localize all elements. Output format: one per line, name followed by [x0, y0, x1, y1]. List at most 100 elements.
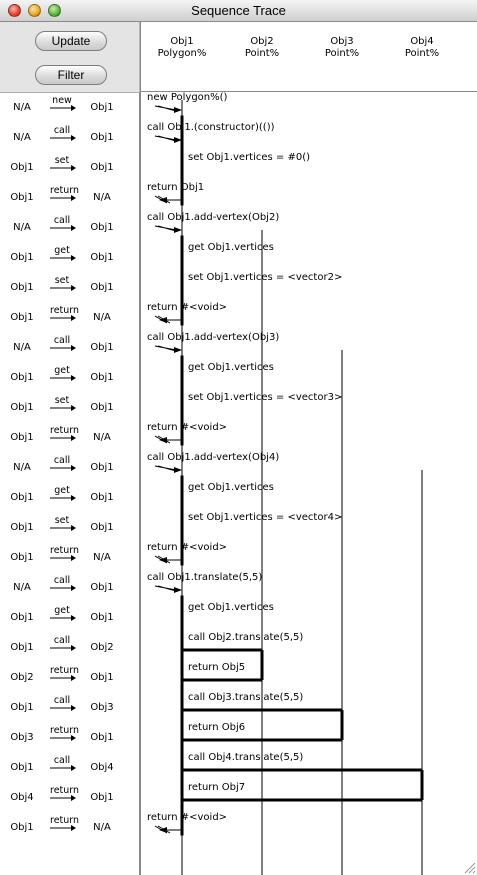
right-arrow-icon	[50, 615, 76, 621]
event-row[interactable]: Obj1 set Obj1	[0, 273, 138, 303]
event-action: call	[53, 335, 71, 346]
event-action: return	[50, 725, 80, 736]
object-column-obj4: Obj4 Point%	[387, 36, 457, 60]
right-arrow-icon	[50, 795, 76, 801]
object-type: Point%	[324, 48, 360, 59]
event-row[interactable]: Obj1 get Obj1	[0, 243, 138, 273]
message-label: return Obj1	[147, 182, 204, 193]
update-button[interactable]: Update	[35, 31, 107, 51]
event-list[interactable]: N/A new Obj1 N/A call Obj1 Obj1 set Obj1 Obj1 retu…	[0, 92, 140, 875]
event-row[interactable]: Obj1 get Obj1	[0, 483, 138, 513]
message-label: call Obj3.translate(5,5)	[188, 692, 303, 703]
message-label: return #<void>	[147, 302, 227, 313]
object-name: Obj1	[170, 36, 194, 47]
event-row[interactable]: Obj1 call Obj2	[0, 633, 138, 663]
object-type: Point%	[404, 48, 440, 59]
event-action: call	[53, 215, 71, 226]
event-row[interactable]: Obj1 set Obj1	[0, 393, 138, 423]
event-row[interactable]: Obj3 return Obj1	[0, 723, 138, 753]
event-to: Obj1	[90, 252, 114, 263]
right-arrow-icon	[50, 195, 76, 201]
event-to: Obj1	[90, 282, 114, 293]
event-from: Obj1	[10, 372, 34, 383]
close-button[interactable]	[8, 4, 21, 17]
sequence-diagram[interactable]: new Polygon%() call Obj1.(constructor)(()…	[140, 92, 477, 875]
right-arrow-icon	[50, 165, 76, 171]
event-to: Obj2	[90, 642, 114, 653]
arrow-head-icon	[174, 587, 182, 593]
event-to: Obj1	[90, 102, 114, 113]
event-row[interactable]: Obj1 call Obj3	[0, 693, 138, 723]
event-row[interactable]: Obj1 get Obj1	[0, 363, 138, 393]
event-row[interactable]: Obj4 return Obj1	[0, 783, 138, 813]
message-label: get Obj1.vertices	[188, 242, 274, 253]
title-bar[interactable]: Sequence Trace	[0, 0, 477, 22]
right-arrow-icon	[50, 825, 76, 831]
right-arrow-icon	[50, 375, 76, 381]
event-to: Obj1	[90, 732, 114, 743]
right-arrow-icon	[50, 405, 76, 411]
event-action: return	[50, 305, 80, 316]
event-to: Obj1	[90, 672, 114, 683]
event-from: Obj4	[10, 792, 34, 803]
event-from: Obj1	[10, 252, 34, 263]
arrow-head-icon	[159, 827, 167, 833]
arrow-head-icon	[174, 227, 182, 233]
event-row[interactable]: N/A call Obj1	[0, 453, 138, 483]
event-pane: Update Filter N/A new Obj1 N/A call Obj1 Obj1 s…	[0, 22, 140, 875]
event-row[interactable]: Obj1 return N/A	[0, 423, 138, 453]
right-arrow-icon	[50, 255, 76, 261]
event-to: Obj1	[90, 342, 114, 353]
filter-button[interactable]: Filter	[35, 65, 107, 85]
event-row[interactable]: Obj1 return N/A	[0, 813, 138, 843]
event-row[interactable]: N/A call Obj1	[0, 573, 138, 603]
event-from: Obj1	[10, 522, 34, 533]
event-to: N/A	[93, 552, 111, 563]
right-arrow-icon	[50, 675, 76, 681]
object-name: Obj3	[330, 36, 354, 47]
event-row[interactable]: N/A call Obj1	[0, 213, 138, 243]
message-label: get Obj1.vertices	[188, 482, 274, 493]
event-to: Obj1	[90, 612, 114, 623]
event-row[interactable]: Obj1 get Obj1	[0, 603, 138, 633]
event-row[interactable]: Obj1 set Obj1	[0, 513, 138, 543]
resize-grip-icon[interactable]	[462, 860, 476, 874]
event-row[interactable]: Obj1 return N/A	[0, 303, 138, 333]
arrow-head-icon	[174, 347, 182, 353]
zoom-button[interactable]	[48, 4, 61, 17]
event-from: Obj1	[10, 702, 34, 713]
incoming-arrow	[154, 345, 177, 352]
right-arrow-icon	[50, 435, 76, 441]
event-row[interactable]: Obj1 return N/A	[0, 543, 138, 573]
event-action: call	[53, 455, 71, 466]
event-to: Obj1	[90, 372, 114, 383]
event-from: Obj1	[10, 612, 34, 623]
message-label: call Obj1.(constructor)(())	[147, 122, 275, 133]
minimize-button[interactable]	[28, 4, 41, 17]
event-action: set	[54, 155, 70, 166]
event-to: Obj1	[90, 402, 114, 413]
event-to: N/A	[93, 192, 111, 203]
object-column-obj2: Obj2 Point%	[227, 36, 297, 60]
message-label: call Obj2.translate(5,5)	[188, 632, 303, 643]
event-row[interactable]: N/A call Obj1	[0, 123, 138, 153]
message-label: call Obj1.add-vertex(Obj3)	[147, 332, 279, 343]
event-row[interactable]: Obj1 set Obj1	[0, 153, 138, 183]
right-arrow-icon	[50, 465, 76, 471]
message-label: call Obj1.translate(5,5)	[147, 572, 262, 583]
event-row[interactable]: Obj2 return Obj1	[0, 663, 138, 693]
event-from: N/A	[13, 132, 31, 143]
message-label: get Obj1.vertices	[188, 602, 274, 613]
event-action: get	[54, 365, 70, 376]
event-row[interactable]: Obj1 call Obj4	[0, 753, 138, 783]
event-row[interactable]: N/A new Obj1	[0, 93, 138, 123]
right-arrow-icon	[50, 555, 76, 561]
message-label: call Obj1.add-vertex(Obj2)	[147, 212, 279, 223]
event-row[interactable]: N/A call Obj1	[0, 333, 138, 363]
event-to: Obj1	[90, 792, 114, 803]
event-to: Obj1	[90, 522, 114, 533]
message-label: call Obj1.add-vertex(Obj4)	[147, 452, 279, 463]
event-to: N/A	[93, 432, 111, 443]
event-row[interactable]: Obj1 return N/A	[0, 183, 138, 213]
incoming-arrow	[154, 135, 177, 142]
